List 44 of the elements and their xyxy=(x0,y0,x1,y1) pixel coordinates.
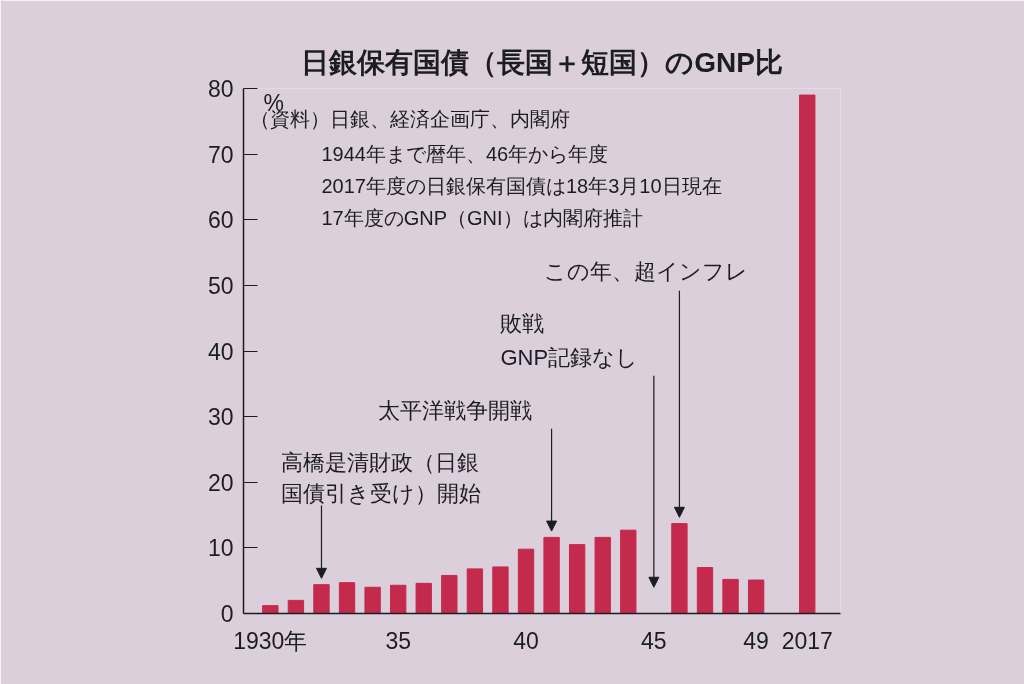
y-tick-label: 40 xyxy=(207,338,234,365)
y-tick-label: 20 xyxy=(207,469,234,496)
x-tick-label: 45 xyxy=(641,627,667,654)
x-tick-label: 40 xyxy=(513,627,539,654)
bar xyxy=(441,574,458,614)
x-tick-label: 1930年 xyxy=(233,627,308,654)
x-tick-label: 49 xyxy=(743,627,769,654)
bar xyxy=(466,568,484,614)
y-tick-label: 70 xyxy=(207,141,234,168)
bar xyxy=(415,582,432,614)
bar xyxy=(620,529,637,614)
bar xyxy=(364,586,381,614)
bar xyxy=(338,582,356,614)
annotation: 1944年まで暦年、46年から年度 xyxy=(321,142,609,165)
bar xyxy=(671,523,688,614)
annotation: GNP記録なし xyxy=(500,344,639,370)
bar xyxy=(390,584,407,614)
y-tick-label: 10 xyxy=(207,535,234,562)
bar xyxy=(287,599,305,614)
y-tick-label: 30 xyxy=(207,404,234,431)
bar xyxy=(568,544,586,614)
annotation: この年、超インフレ xyxy=(543,258,748,284)
bar xyxy=(594,536,611,614)
annotation: 国債引き受け）開始 xyxy=(280,481,481,507)
bar xyxy=(543,536,560,614)
x-tick-label: 35 xyxy=(385,627,411,654)
annotation: 高橋是清財政（日銀 xyxy=(280,449,479,475)
annotation: 2017年度の日銀保有国債は18年3月10日現在 xyxy=(321,174,722,197)
x-tick-label: 2017 xyxy=(781,627,833,654)
chart-title: 日銀保有国債（長国＋短国）のGNP比 xyxy=(301,46,783,78)
annotation: 敗戦 xyxy=(500,310,545,336)
bar xyxy=(696,567,714,614)
y-tick-label: 80 xyxy=(207,76,234,102)
bar xyxy=(517,548,535,614)
bar xyxy=(722,578,739,614)
y-tick-label: 60 xyxy=(207,207,234,234)
bar xyxy=(262,605,279,614)
annotation: 17年度のGNP（GNI）は内閣府推計 xyxy=(321,206,643,229)
y-tick-label: 0 xyxy=(220,601,234,627)
bar xyxy=(747,579,765,614)
bar xyxy=(492,566,509,614)
annotation: 太平洋戦争開戦 xyxy=(377,398,532,424)
bar xyxy=(313,584,330,614)
y-tick-label: 50 xyxy=(207,272,234,299)
